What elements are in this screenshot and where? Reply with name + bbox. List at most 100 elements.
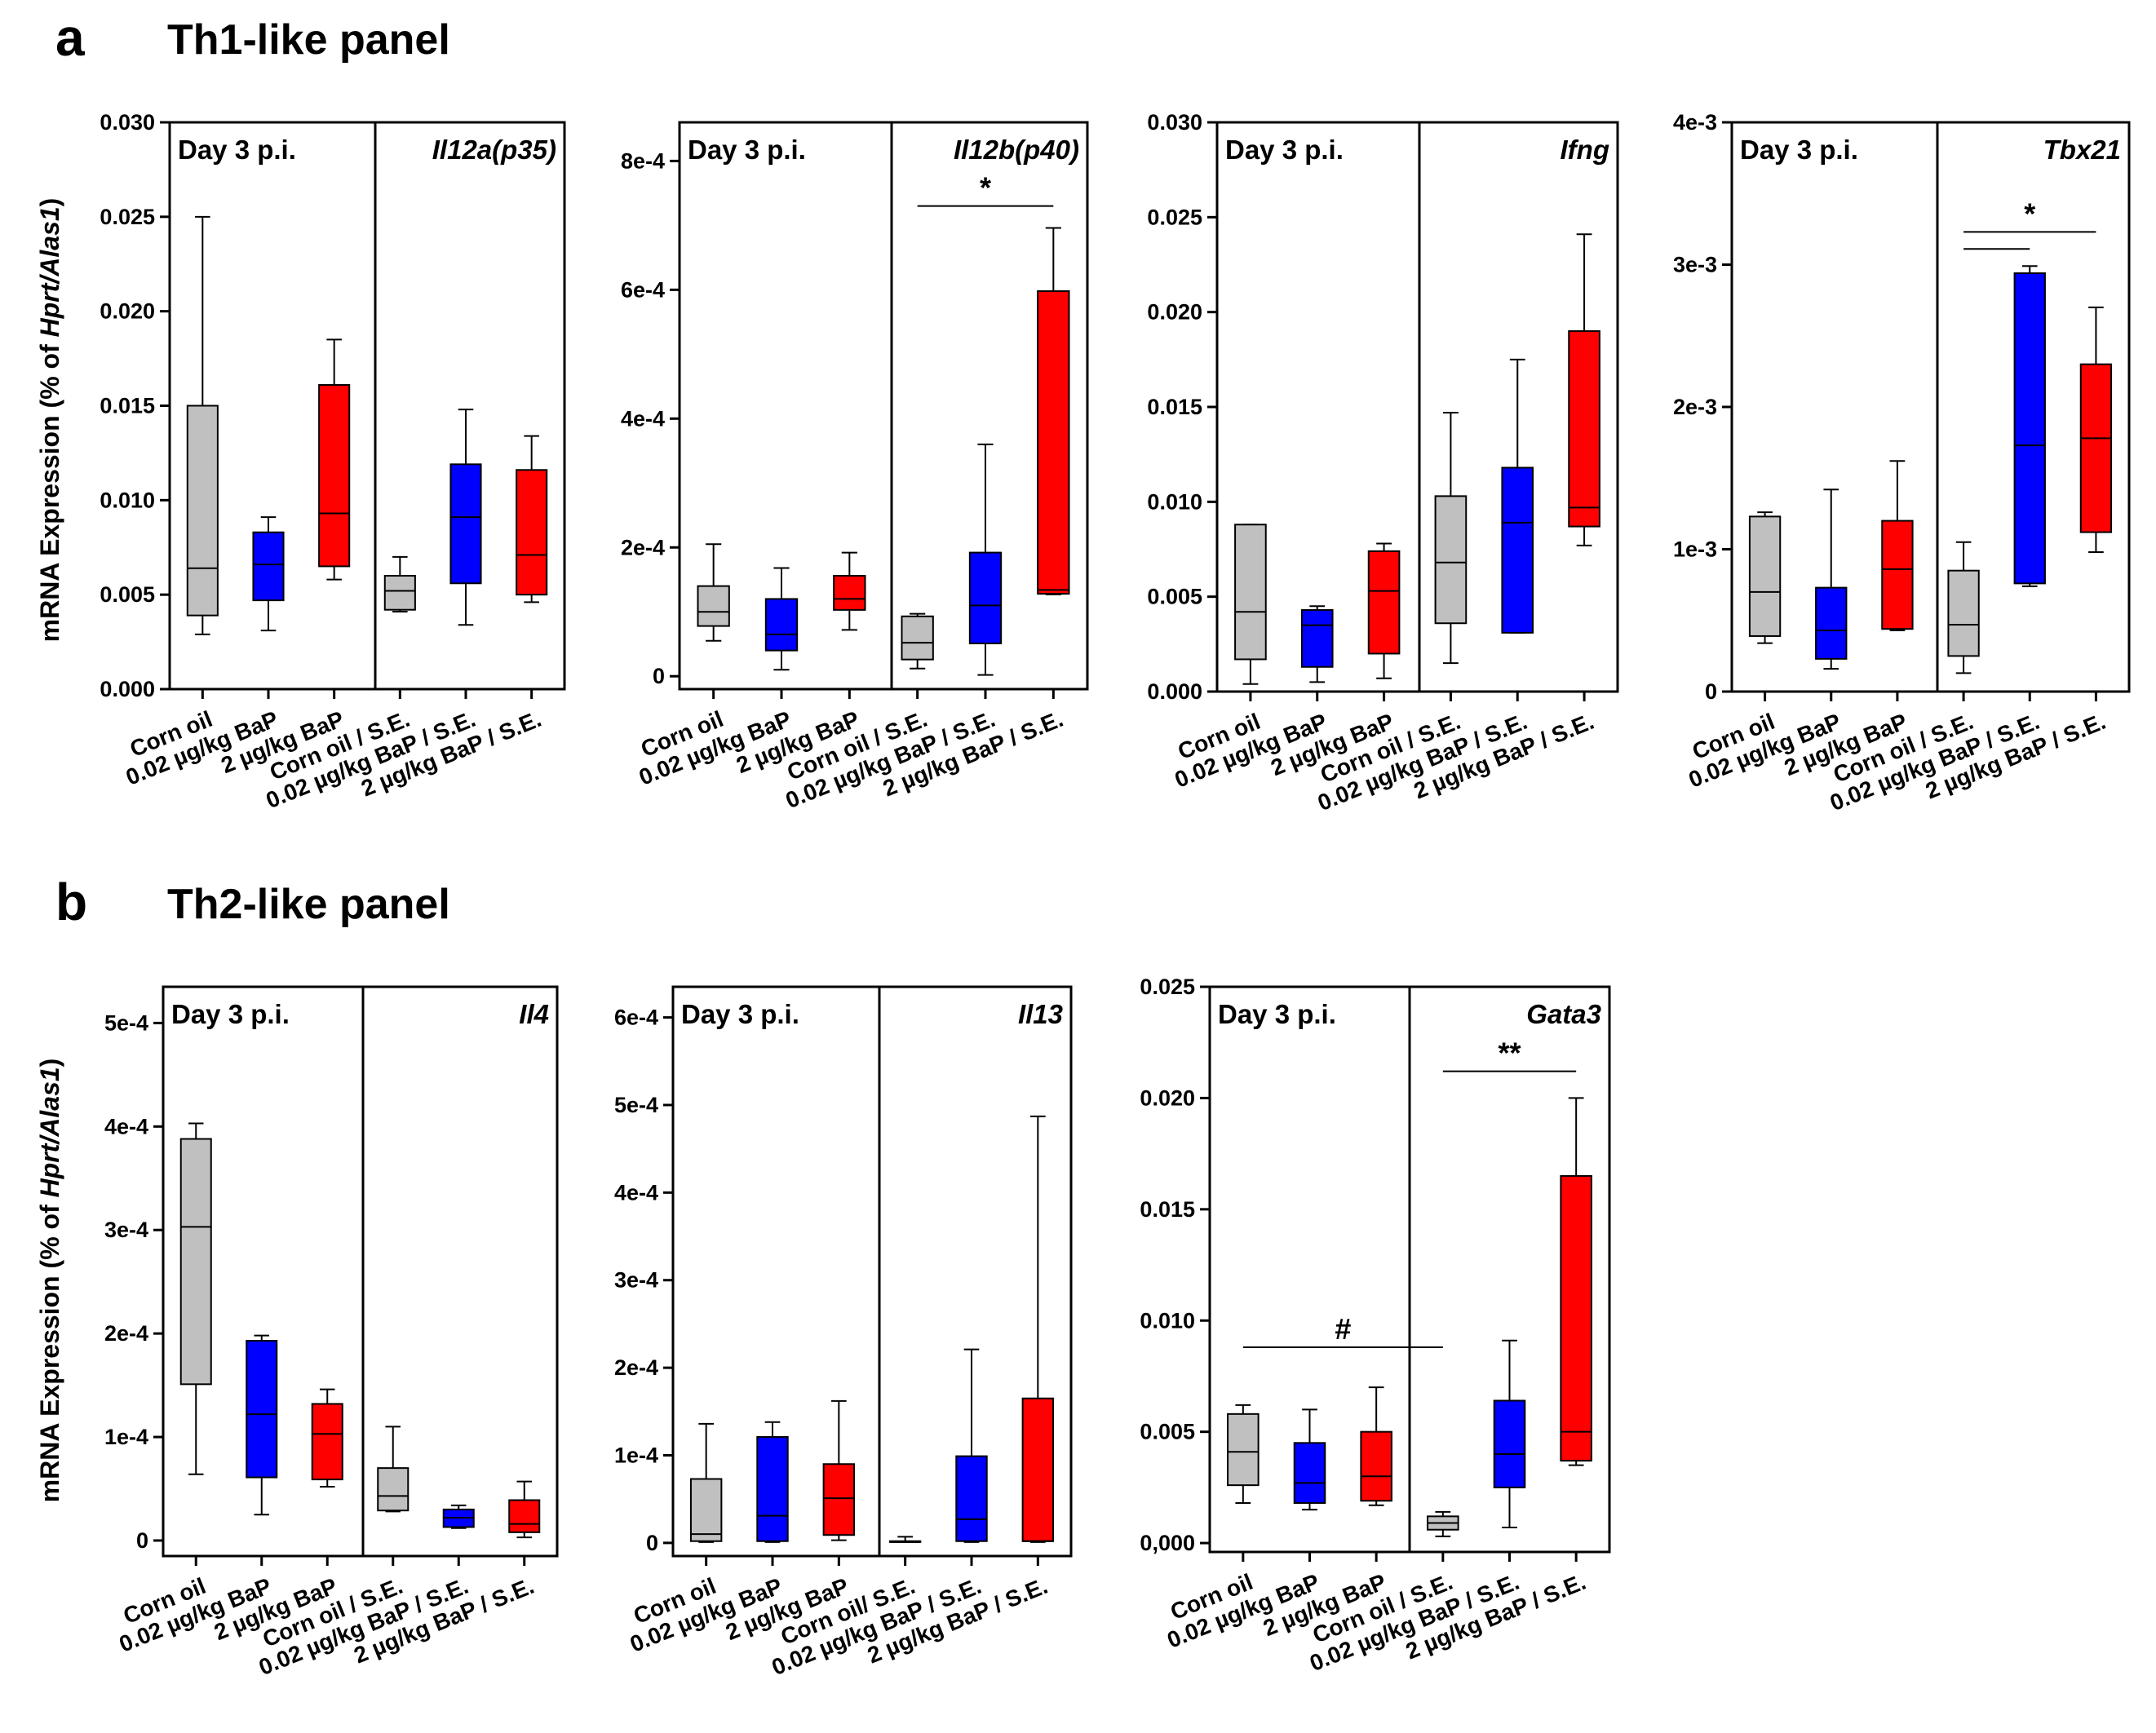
box-6 (516, 435, 548, 603)
box-body (1434, 495, 1468, 625)
box-6 (1021, 1115, 1055, 1543)
day-label: Day 3 p.i. (1218, 999, 1336, 1029)
day-label: Day 3 p.i. (1740, 135, 1858, 165)
box-2 (252, 516, 285, 632)
box-4 (888, 1536, 922, 1543)
charts-group: 0.000 0.005 0.010 0.015 0.020 0.025 0.030 Day 3… (100, 110, 2131, 1680)
box-4 (1947, 541, 1980, 674)
y-axis-label-b: mRNA Expression (% of Hprt/Alas1) (35, 1059, 64, 1503)
y-tick-label: 4e-4 (104, 1114, 148, 1138)
y-tick-label: 0.030 (1147, 110, 1202, 135)
y-tick-label: 0.025 (1147, 205, 1202, 229)
chart-gata3: 0,000 0.005 0.010 0.015 0.020 0.025 # ** Day 3 p… (1140, 975, 1611, 1676)
day-label: Day 3 p.i. (688, 135, 806, 165)
box-body (756, 1435, 789, 1542)
y-tick-label: 6e-4 (621, 277, 665, 302)
box-5 (968, 443, 1003, 676)
box-1 (689, 1422, 723, 1543)
y-tick-label: 2e-4 (621, 535, 665, 559)
box-body (318, 384, 351, 568)
day-label: Day 3 p.i. (1225, 135, 1344, 165)
y-tick-label: 0,000 (1140, 1531, 1195, 1555)
panel-a-letter: a (55, 8, 85, 67)
box-1 (1227, 1404, 1260, 1504)
plot-frame (1730, 121, 2131, 693)
y-tick-label: 0.010 (1140, 1308, 1195, 1333)
day-label: Day 3 p.i. (681, 999, 799, 1029)
box-5 (1493, 1339, 1526, 1528)
box-4 (1427, 1510, 1459, 1537)
significance-mark: * (2024, 197, 2035, 230)
y-axis-label-a: mRNA Expression (% of Hprt/Alas1) (35, 198, 64, 643)
box-2 (756, 1421, 789, 1543)
gene-title: Ifng (1561, 135, 1609, 165)
box-body (1501, 466, 1534, 634)
box-3 (311, 1388, 343, 1488)
box-body (833, 575, 866, 611)
y-tick-label: 3e-4 (104, 1218, 148, 1242)
y-tick-label: 0 (646, 1531, 658, 1555)
y-tick-label: 6e-4 (614, 1006, 658, 1030)
panel-b-letter: b (55, 873, 87, 931)
box-4 (901, 612, 934, 670)
y-tick-label: 0.005 (100, 582, 155, 607)
y-tick-label: 0.030 (100, 110, 155, 135)
gene-title: Tbx21 (2043, 135, 2121, 165)
box-body (1367, 550, 1401, 655)
y-tick-label: 3e-3 (1673, 253, 1717, 277)
y-tick-label: 0.020 (1140, 1085, 1195, 1110)
chart-il12b: 02e-44e-46e-48e-4*Day 3 p.i. Il12b(p40)Co… (621, 121, 1089, 813)
box-body (252, 531, 285, 602)
box-5 (449, 409, 482, 626)
box-body (383, 575, 416, 611)
box-body (2079, 363, 2113, 533)
significance-mark: # (1335, 1312, 1351, 1346)
y-tick-label: 4e-4 (614, 1180, 658, 1205)
box-5 (2013, 265, 2046, 587)
box-4 (1434, 411, 1468, 665)
box-4 (377, 1426, 410, 1513)
box-2 (1300, 605, 1334, 683)
chart-ifng: 0.000 0.005 0.010 0.015 0.020 0.025 0.030 Day 3… (1147, 110, 1619, 816)
y-tick-label: 0 (653, 664, 665, 688)
gene-title: Il12a(p35) (432, 135, 556, 165)
y-tick-label: 0.025 (1140, 975, 1195, 999)
box-6 (508, 1480, 541, 1539)
y-tick-label: 0.010 (1147, 489, 1202, 514)
box-body (689, 1478, 723, 1542)
y-tick-label: 0.020 (100, 299, 155, 324)
panel-b-title: Th2-like panel (167, 881, 450, 928)
y-tick-label: 0.005 (1147, 585, 1202, 609)
y-tick-label: 0.000 (100, 677, 155, 701)
gene-title: Il12b(p40) (954, 135, 1079, 165)
box-body (311, 1403, 343, 1481)
box-3 (1367, 542, 1401, 679)
box-2 (1293, 1408, 1326, 1511)
box-3 (318, 338, 351, 581)
y-tick-label: 2e-3 (1673, 395, 1717, 419)
box-3 (1360, 1386, 1392, 1506)
y-tick-label: 0 (1705, 679, 1717, 704)
y-tick-label: 1e-4 (104, 1425, 148, 1449)
box-6 (1568, 233, 1600, 546)
box-1 (179, 1122, 212, 1475)
box-5 (955, 1348, 988, 1543)
plot-frame (678, 121, 1089, 691)
y-tick-label: 0.000 (1147, 679, 1202, 704)
y-tick-label: 3e-4 (614, 1268, 658, 1293)
box-body (1815, 586, 1848, 660)
gene-title: Il4 (519, 999, 549, 1029)
plot-frame (1215, 121, 1619, 693)
box-body (1300, 608, 1334, 668)
box-body (449, 463, 482, 585)
box-5 (442, 1504, 475, 1529)
box-1 (697, 543, 730, 642)
y-tick-label: 0 (136, 1528, 148, 1553)
box-body (1037, 290, 1070, 595)
box-body (186, 405, 219, 617)
box-2 (246, 1334, 278, 1516)
panel-a-title: Th1-like panel (167, 16, 450, 64)
box-body (1568, 329, 1600, 528)
